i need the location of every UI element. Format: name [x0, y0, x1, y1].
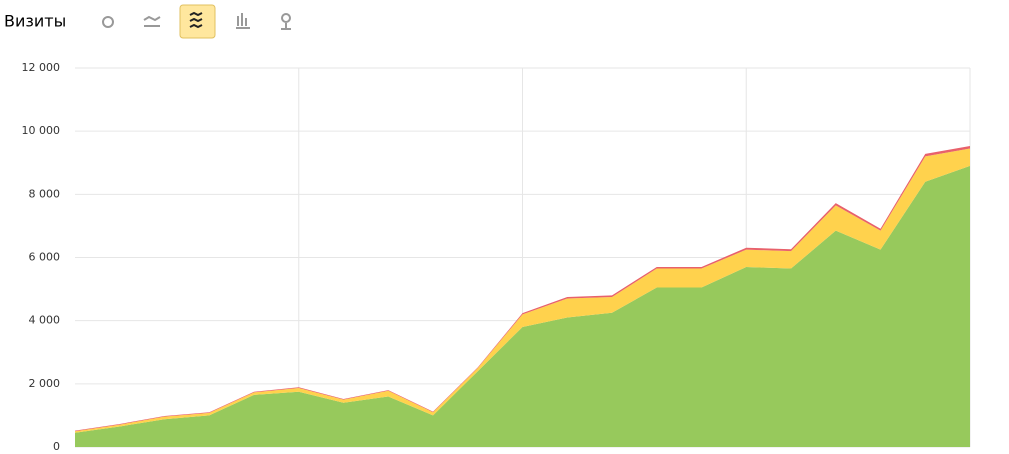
stacked-button[interactable]: [179, 4, 216, 39]
pie-button[interactable]: [102, 16, 114, 28]
y-tick-label: 12 000: [22, 61, 61, 74]
map-button[interactable]: [281, 13, 291, 30]
view-switcher: [102, 4, 291, 39]
bars-button[interactable]: [236, 13, 250, 29]
line-button[interactable]: [143, 15, 161, 27]
y-tick-label: 4 000: [29, 314, 61, 327]
y-tick-label: 10 000: [22, 124, 61, 137]
y-tick-label: 2 000: [29, 377, 61, 390]
y-tick-label: 0: [53, 440, 60, 453]
y-tick-label: 6 000: [29, 251, 61, 264]
chart-title: Визиты: [4, 12, 66, 31]
area: [75, 165, 970, 448]
plot-area: 0 2 000 4 000 6 000 8 000 10 000 12 000: [22, 61, 971, 453]
y-tick-label: 8 000: [29, 187, 61, 200]
